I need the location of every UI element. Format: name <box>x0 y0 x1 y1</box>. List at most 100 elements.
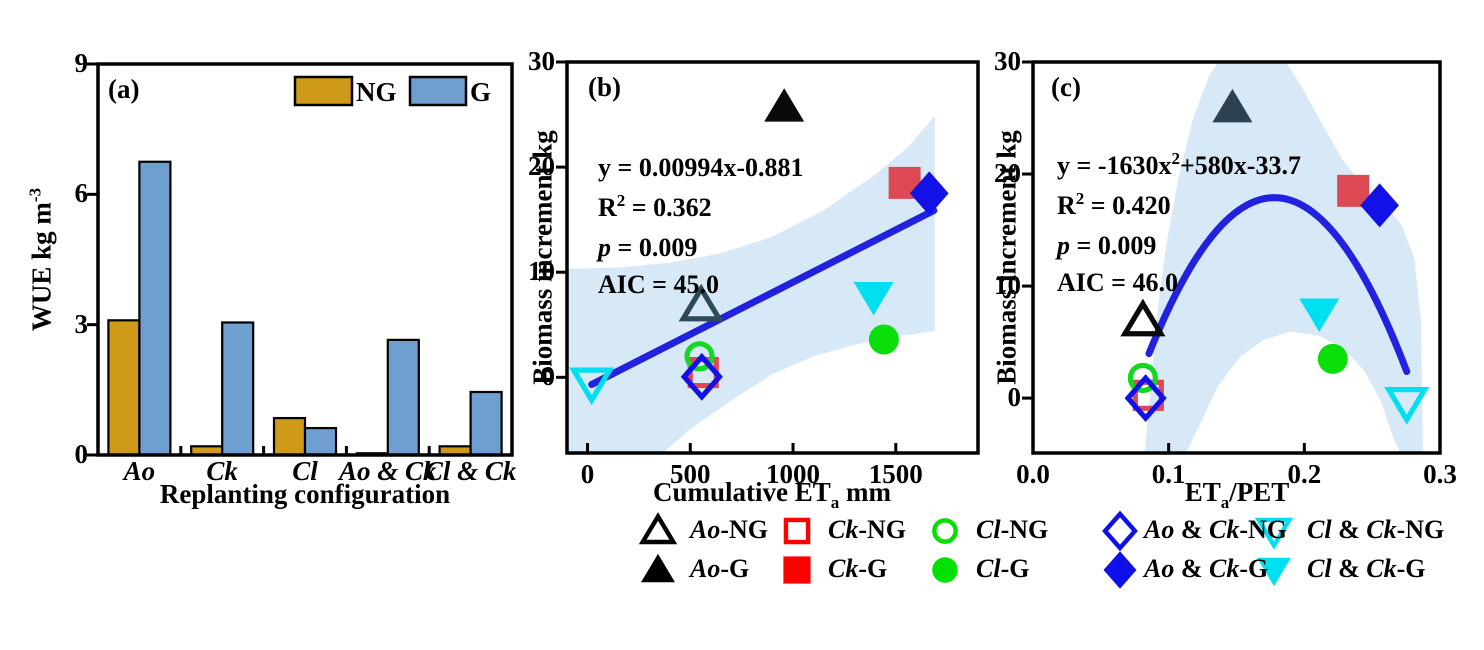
x-tick-label: 0.2 <box>1287 459 1322 489</box>
panel-a-letter: (a) <box>108 74 140 104</box>
bar-Ao-NG <box>107 319 141 457</box>
confidence-band <box>568 115 935 453</box>
legend-marker-Ao&Ck-G <box>1103 551 1137 589</box>
legend-ng-label: NG <box>356 77 397 107</box>
marker-Ao & Ck-NG <box>680 352 723 401</box>
equation-tail: +580x-33.7 <box>1179 151 1301 180</box>
marker-Ao & Ck-G <box>1360 183 1399 228</box>
panel-b-x-axis-title: Cumulative ETa mm <box>572 477 972 512</box>
x-title-text: Cumulative ET <box>652 477 831 507</box>
legend-item-label: Ao & Ck-G <box>1144 554 1268 584</box>
r-squared-superscript: 2 <box>1075 189 1085 208</box>
legend-suffix-text: & <box>1174 515 1210 544</box>
legend-g-swatch <box>408 75 468 107</box>
legend-suffix-text: -NG <box>1000 515 1049 544</box>
y-tick-label: 0 <box>1007 382 1022 413</box>
legend-suffix-text: -G <box>858 554 888 583</box>
legend-suffix-text: & <box>1331 515 1367 544</box>
bar-Ao & Ck-G <box>386 338 420 457</box>
legend-ng-swatch <box>293 75 354 107</box>
y-tick-label: 30 <box>994 46 1021 76</box>
panel-c-x-axis-title: ETa/PET <box>1037 477 1437 512</box>
equation-text: y = -1630x <box>1057 151 1172 180</box>
legend-marker-Ao-NG <box>638 512 678 545</box>
x-title-subscript: a <box>1220 493 1230 512</box>
legend-species-text: Ao <box>1144 554 1175 583</box>
legend-suffix-text: -G <box>1396 554 1426 583</box>
panel-a-y-axis-title: WUE kg m-3 <box>26 50 58 470</box>
x-title-unit: /PET <box>1229 477 1290 507</box>
r-squared-label: R <box>1057 191 1076 220</box>
legend-item-label: Ck-G <box>828 554 887 584</box>
legend-suffix-text: -NG <box>858 515 907 544</box>
panel-b-plot-area <box>568 88 949 453</box>
panel-b-letter: (b) <box>588 72 621 102</box>
x-tick-label-category: Ao <box>123 456 156 486</box>
legend-marker-Ck-G <box>783 556 811 584</box>
legend-item-label: Ao & Ck-NG <box>1144 515 1287 545</box>
legend-marker-Ao-G <box>641 553 675 583</box>
x-tick-label-category: Cl <box>292 456 318 486</box>
x-tick-label: 0.3 <box>1423 459 1457 489</box>
panel-b-regression-stats: y = 0.00994x-0.881 R2 = 0.362 p = 0.009 … <box>598 149 803 303</box>
regression-fit-line <box>588 207 938 388</box>
p-value: = 0.009 <box>1070 231 1157 260</box>
legend-item-label: Cl-G <box>976 554 1029 584</box>
x-tick-label: 0.0 <box>1016 459 1050 489</box>
legend-species-text: Ao <box>1144 515 1175 544</box>
legend-species-text: Ck <box>828 554 859 583</box>
x-title-unit: mm <box>839 477 891 507</box>
legend-species-text: Ck <box>828 515 859 544</box>
panel-c-letter: (c) <box>1051 72 1081 102</box>
marker-Cl & Ck-NG <box>569 367 615 406</box>
panel-a-x-axis-title: Replanting configuration <box>159 479 451 509</box>
marker-Ao-NG <box>1120 298 1166 337</box>
legend-species-text: Ao <box>690 554 721 583</box>
x-tick-label: 1000 <box>766 459 821 489</box>
legend-suffix-text: -NG <box>720 515 769 544</box>
legend-suffix-text: -NG <box>1239 515 1288 544</box>
r-squared-superscript: 2 <box>616 191 626 210</box>
legend-species-text: Ck <box>1209 554 1240 583</box>
legend-marker-Ck-NG <box>783 517 811 545</box>
marker-Ao-G <box>764 88 805 122</box>
r-squared-line: R2 = 0.420 <box>1057 187 1301 227</box>
regression-fit-line <box>1145 194 1411 376</box>
y-tick-label: 30 <box>528 46 555 76</box>
r-squared-label: R <box>598 193 617 222</box>
x-tick-label: 0 <box>580 459 595 489</box>
p-label: p <box>1057 231 1070 260</box>
equation-superscript: 2 <box>1171 149 1180 168</box>
marker-Ao & Ck-G <box>909 171 949 216</box>
marker-Cl-G <box>868 324 899 355</box>
marker-Cl-G <box>1317 343 1348 374</box>
bar-Cl & Ck-G <box>469 390 503 457</box>
p-value-line: p = 0.009 <box>598 229 803 266</box>
bar-Ao-G <box>138 160 172 457</box>
x-tick-label: 0.1 <box>1151 459 1186 489</box>
legend-species-text: Cl <box>976 515 1001 544</box>
legend-item-label: Ck-NG <box>828 515 906 545</box>
x-title-text: ET <box>1184 477 1221 507</box>
p-label: p <box>598 233 611 262</box>
legend-item-label: Cl & Ck-G <box>1307 554 1425 584</box>
equation-line: y = 0.00994x-0.881 <box>598 149 803 189</box>
y-tick-label: 20 <box>994 158 1021 189</box>
legend-species-text: Cl <box>1307 515 1332 544</box>
y-tick-label: 20 <box>528 151 555 182</box>
legend-suffix-text: -NG <box>1396 515 1445 544</box>
legend-species-text: Ao <box>690 515 721 544</box>
x-tick-label: 500 <box>670 459 711 489</box>
legend-marker-Cl&Ck-G <box>1257 557 1291 587</box>
legend-g-label: G <box>470 77 492 107</box>
p-value: = 0.009 <box>611 233 698 262</box>
x-tick-label-category: Ao & Ck <box>339 456 437 486</box>
legend-species-text: Ck <box>1209 515 1240 544</box>
marker-Ao-NG <box>678 283 724 322</box>
equation-text: y = 0.00994x-0.881 <box>598 153 804 182</box>
r-squared-line: R2 = 0.362 <box>598 189 803 229</box>
legend-marker-Ao&Ck-NG <box>1102 510 1138 552</box>
marker-Cl-NG <box>1127 362 1158 394</box>
